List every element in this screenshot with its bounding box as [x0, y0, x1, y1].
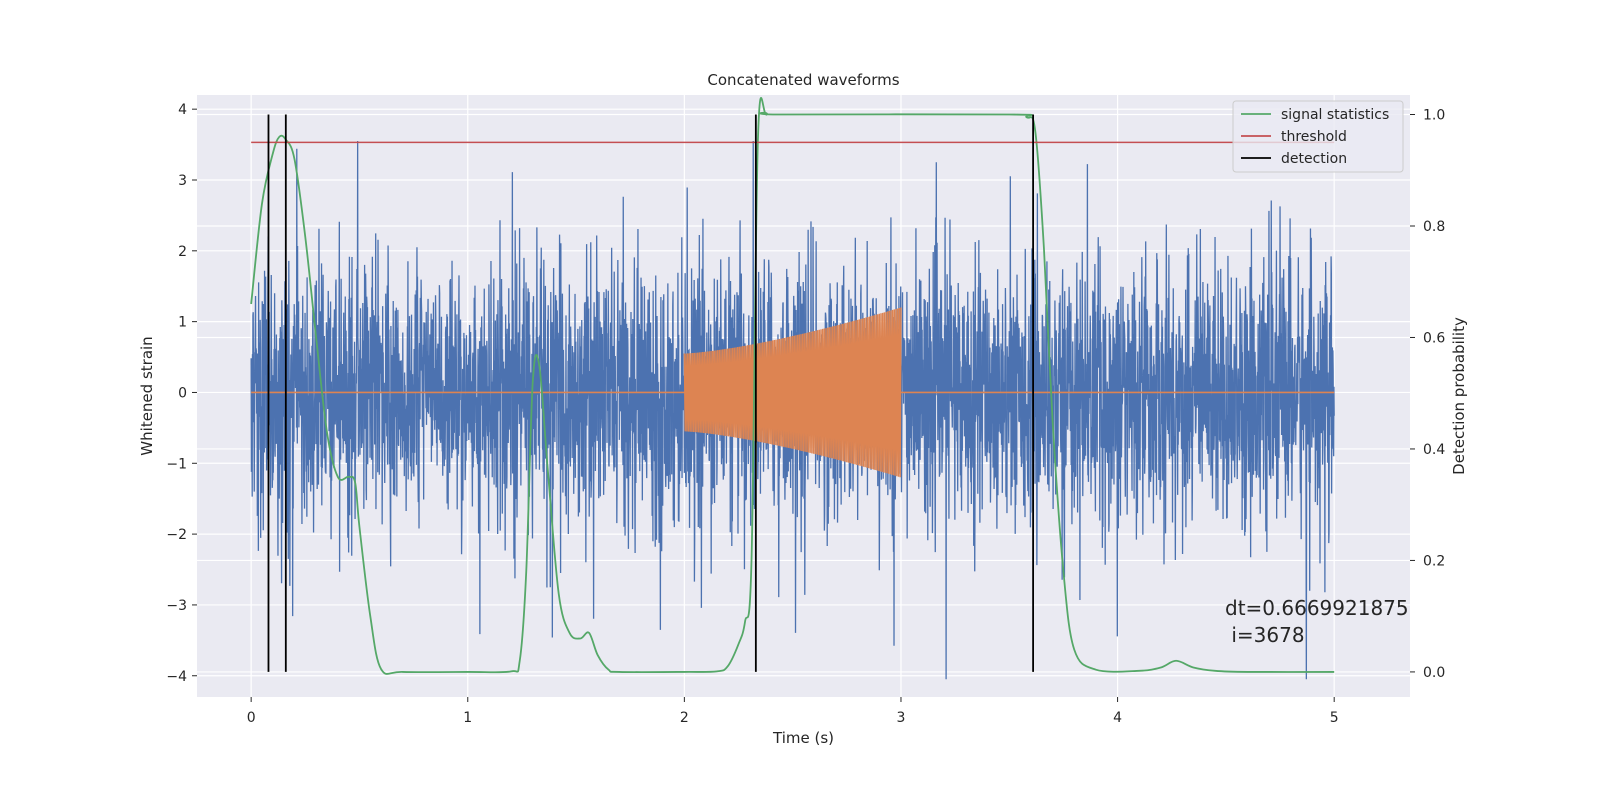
y-tick-label: −4 — [166, 669, 187, 685]
y-tick-label: 2 — [178, 244, 187, 260]
y-tick-label: −2 — [166, 527, 187, 543]
y-tick-label: 1 — [178, 315, 187, 331]
y-tick-label: 3 — [178, 173, 187, 189]
legend: signal statistics threshold detection — [1232, 100, 1404, 173]
y2-tick-label: 0.2 — [1423, 553, 1445, 569]
annotation-index: i=3678 — [1225, 623, 1305, 647]
statistics-line — [250, 97, 1335, 675]
x-axis-label: Time (s) — [772, 729, 834, 747]
x-tick-label: 2 — [680, 710, 689, 726]
legend-label-detection: detection — [1281, 151, 1347, 167]
y-tick-label: −1 — [166, 456, 187, 472]
waveform-chirp — [683, 307, 902, 478]
legend-label-signal-statistics: signal statistics — [1281, 107, 1389, 123]
statistics-series — [250, 97, 1335, 675]
y-tick-label: 0 — [178, 385, 187, 401]
y2-tick-label: 0.8 — [1423, 219, 1445, 235]
y-tick-label: −3 — [166, 598, 187, 614]
y-tick-label: 4 — [178, 102, 187, 118]
x-tick-label: 4 — [1113, 710, 1122, 726]
x-tick-label: 5 — [1330, 710, 1339, 726]
legend-box — [1232, 100, 1404, 173]
x-tick-label: 1 — [463, 710, 472, 726]
y2-tick-label: 0.0 — [1423, 665, 1445, 681]
y2-tick-label: 0.6 — [1423, 330, 1445, 346]
ticks: 0 1 2 3 4 5 −4 −3 −2 −1 0 1 2 3 4 0.0 0.2 0.4 0.6 0.8 1.0 — [166, 102, 1445, 726]
y2-axis-label: Detection probability — [1450, 317, 1468, 475]
chart-title: Concatenated waveforms — [707, 71, 899, 89]
x-tick-label: 3 — [897, 710, 906, 726]
x-tick-label: 0 — [247, 710, 256, 726]
annotation-dt: dt=0.6669921875 — [1225, 596, 1409, 620]
y2-tick-label: 0.4 — [1423, 442, 1445, 458]
detection-lines — [267, 114, 1035, 672]
legend-label-threshold: threshold — [1281, 129, 1347, 145]
y2-tick-label: 1.0 — [1423, 108, 1445, 124]
waveform-series — [251, 307, 1335, 478]
y-axis-label: Whitened strain — [138, 336, 156, 455]
